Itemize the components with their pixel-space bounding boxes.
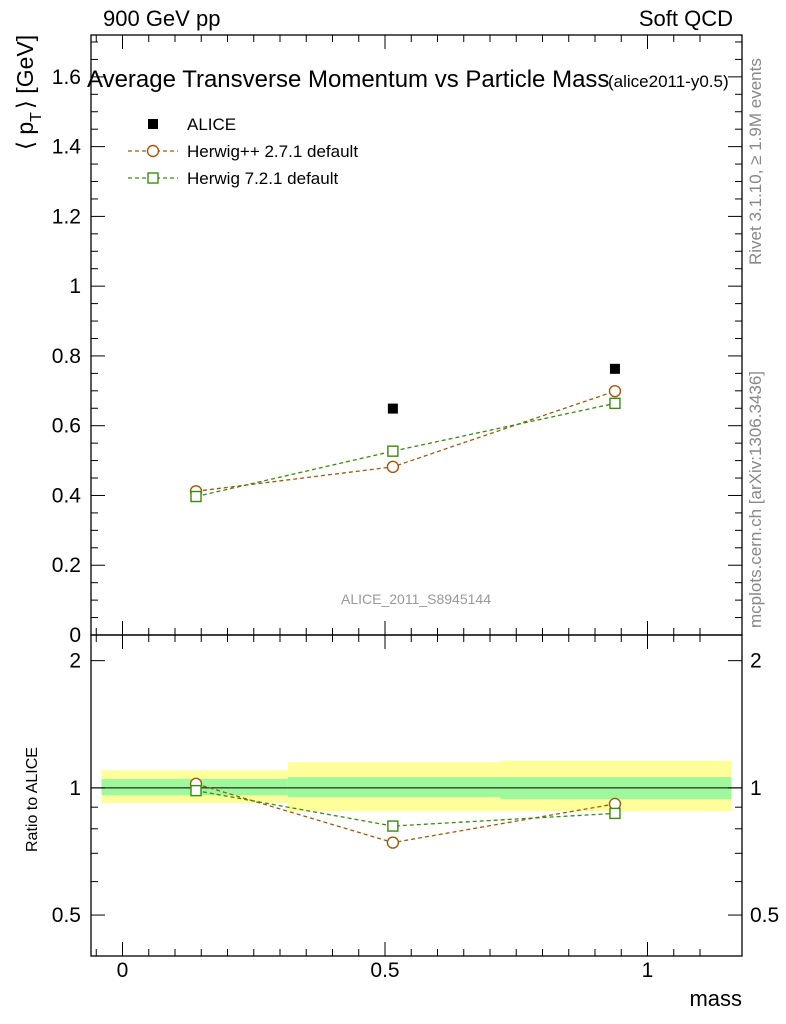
x-tick-label: 1 xyxy=(642,959,654,982)
y-tick-label: 1 xyxy=(69,275,81,298)
y-tick-label: 0.6 xyxy=(52,415,81,438)
ratio-y-tick-label-right: 0.5 xyxy=(750,904,779,927)
x-tick-label: 0.5 xyxy=(370,959,399,982)
ratio-band-inner-1 xyxy=(287,777,501,798)
mcplots-label-text: mcplots.cern.ch [arXiv:1306.3436] xyxy=(746,371,765,628)
ratio-series-line xyxy=(195,789,615,827)
legend-marker xyxy=(148,119,158,129)
ratio-data-point xyxy=(609,807,621,820)
rivet-label-text: Rivet 3.1.10, ≥ 1.9M events xyxy=(746,58,765,265)
series-line xyxy=(195,402,616,498)
data-point xyxy=(387,403,398,414)
y-tick-label: 0.8 xyxy=(52,345,81,368)
y-tick-label: 1.4 xyxy=(52,136,82,159)
legend-marker xyxy=(146,144,160,158)
ratio-y-tick-label: 2 xyxy=(69,650,81,673)
header-left: 900 GeV pp xyxy=(103,6,221,31)
y-tick-label: 0.4 xyxy=(52,484,82,507)
main-ylabel: ⟨ pT ⟩ [GeV] xyxy=(12,35,45,150)
legend-marker xyxy=(147,172,159,184)
analysis-watermark: ALICE_2011_S8945144 xyxy=(341,591,491,607)
chart-title: Average Transverse Momentum vs Particle … xyxy=(87,66,609,93)
series-line xyxy=(195,390,616,492)
ylabel-sub: T xyxy=(28,112,45,122)
ratio-plot-frame xyxy=(90,634,743,957)
header-right: Soft QCD xyxy=(638,6,733,31)
data-point xyxy=(609,363,620,374)
ratio-y-tick-label: 1 xyxy=(69,777,81,800)
legend-label: Herwig++ 2.7.1 default xyxy=(187,142,358,161)
ratio-data-point xyxy=(386,836,400,849)
y-tick-label: 0 xyxy=(69,624,81,647)
data-point xyxy=(190,490,202,503)
legend-label: ALICE xyxy=(187,115,236,134)
ratio-y-tick-label-right: 2 xyxy=(750,650,762,673)
ratio-ylabel: Ratio to ALICE xyxy=(24,747,41,852)
ratio-ylabel-text: Ratio to ALICE xyxy=(24,747,41,852)
ratio-data-point xyxy=(387,820,399,832)
x-tick-label: 0 xyxy=(117,959,129,982)
y-tick-label: 1.2 xyxy=(52,205,81,228)
data-point xyxy=(387,445,399,457)
ratio-data-point xyxy=(190,784,202,797)
rivet-label: Rivet 3.1.10, ≥ 1.9M events xyxy=(746,58,765,265)
ylabel-main: ⟨ p xyxy=(12,122,38,150)
data-point xyxy=(608,384,622,398)
data-point xyxy=(609,397,621,410)
legend-label: Herwig 7.2.1 default xyxy=(187,169,338,188)
mcplots-label: mcplots.cern.ch [arXiv:1306.3436] xyxy=(746,371,765,628)
ratio-y-tick-label: 0.5 xyxy=(52,904,81,927)
y-tick-label: 1.6 xyxy=(52,66,81,89)
ylabel-rest: ⟩ [GeV] xyxy=(12,35,38,109)
data-point xyxy=(386,460,400,474)
y-tick-label: 0.2 xyxy=(52,554,81,577)
svg-text:⟨ pT⟩ [GeV]: ⟨ pT ⟩ [GeV] xyxy=(12,35,45,150)
ratio-y-tick-label-right: 1 xyxy=(750,777,762,800)
chart-subtitle: (alice2011-y0.5) xyxy=(608,72,729,91)
xlabel: mass xyxy=(689,986,742,1011)
